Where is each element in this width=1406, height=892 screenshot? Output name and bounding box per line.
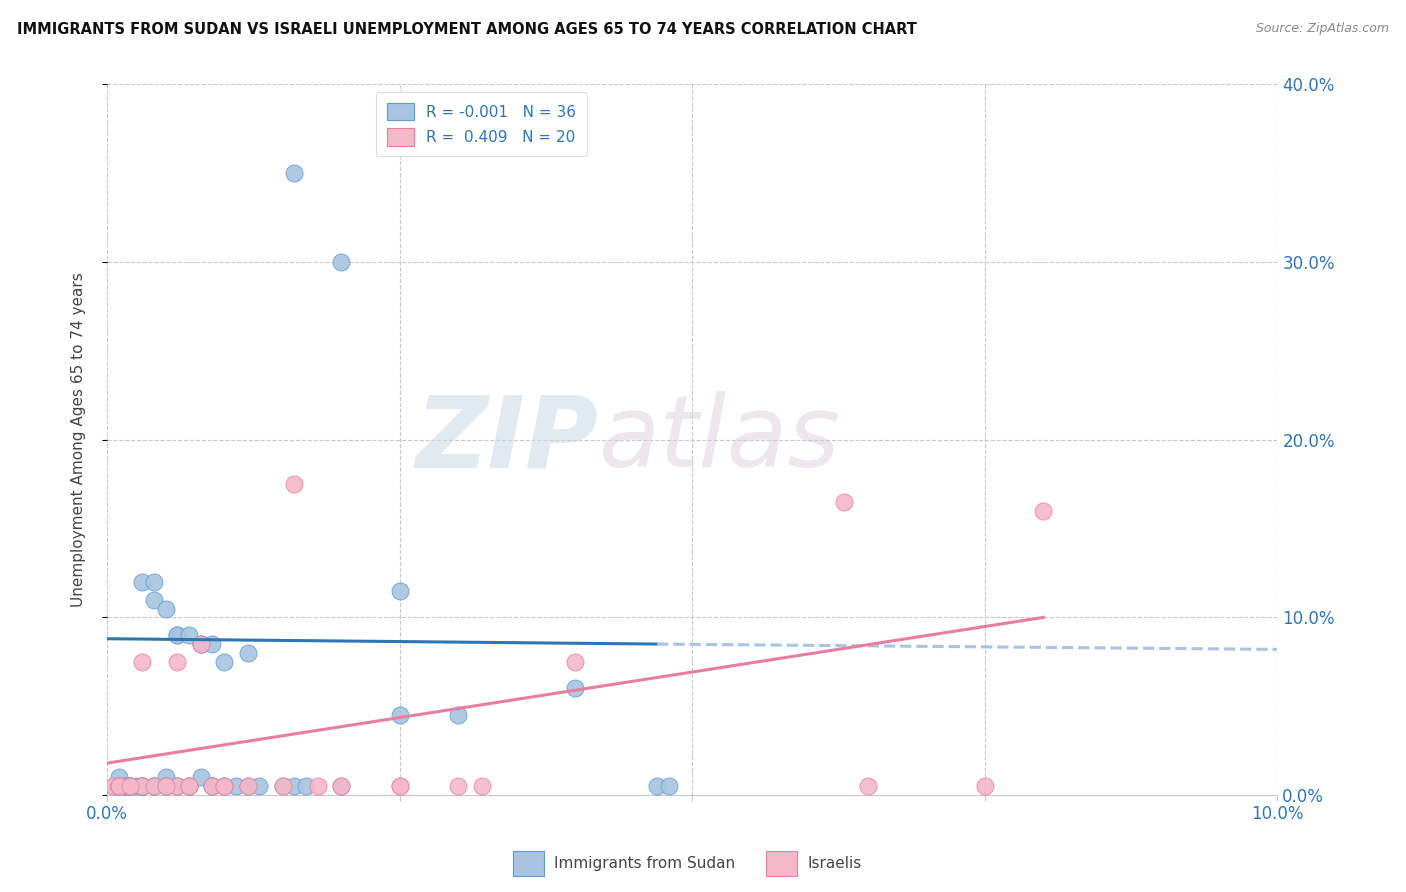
Point: [212, 779, 235, 793]
Point: [131, 779, 153, 793]
Point: [388, 708, 411, 723]
Point: [973, 779, 995, 793]
Point: [120, 779, 142, 793]
Point: [177, 779, 200, 793]
Point: [307, 779, 329, 793]
Point: [120, 779, 142, 793]
Text: Israelis: Israelis: [807, 856, 862, 871]
Point: [225, 779, 247, 793]
Point: [388, 583, 411, 598]
Point: [107, 779, 129, 793]
Text: atlas: atlas: [599, 392, 841, 488]
Point: [131, 779, 153, 793]
Point: [447, 779, 470, 793]
Point: [114, 779, 136, 793]
Point: [834, 495, 856, 509]
Point: [388, 779, 411, 793]
Point: [142, 574, 165, 589]
Point: [330, 779, 353, 793]
Point: [236, 779, 259, 793]
Point: [107, 779, 129, 793]
Point: [107, 779, 129, 793]
Point: [283, 779, 305, 793]
Point: [201, 779, 224, 793]
Point: [201, 779, 224, 793]
Point: [177, 779, 200, 793]
Point: [212, 655, 235, 669]
Point: [295, 779, 318, 793]
Point: [120, 779, 142, 793]
Point: [283, 166, 305, 180]
Point: [101, 779, 124, 793]
Point: [142, 779, 165, 793]
Point: [564, 655, 586, 669]
Point: [155, 770, 177, 784]
Text: ZIP: ZIP: [416, 392, 599, 488]
Point: [645, 779, 668, 793]
Point: [120, 779, 142, 793]
Point: [120, 779, 142, 793]
Point: [201, 779, 224, 793]
Point: [155, 779, 177, 793]
Point: [114, 779, 136, 793]
Point: [101, 779, 124, 793]
Point: [120, 779, 142, 793]
Text: Immigrants from Sudan: Immigrants from Sudan: [554, 856, 735, 871]
Point: [142, 592, 165, 607]
Point: [236, 779, 259, 793]
Point: [166, 779, 188, 793]
Point: [190, 770, 212, 784]
Point: [236, 646, 259, 660]
Point: [131, 779, 153, 793]
Legend: R = -0.001   N = 36, R =  0.409   N = 20: R = -0.001 N = 36, R = 0.409 N = 20: [375, 92, 588, 156]
Point: [166, 628, 188, 642]
Point: [190, 637, 212, 651]
Point: [155, 601, 177, 615]
Point: [166, 655, 188, 669]
Point: [155, 779, 177, 793]
Point: [201, 637, 224, 651]
Point: [1032, 504, 1054, 518]
Point: [107, 770, 129, 784]
Point: [447, 708, 470, 723]
Point: [107, 779, 129, 793]
Point: [190, 637, 212, 651]
Point: [177, 628, 200, 642]
Point: [283, 477, 305, 491]
Point: [166, 628, 188, 642]
Point: [271, 779, 294, 793]
Y-axis label: Unemployment Among Ages 65 to 74 years: Unemployment Among Ages 65 to 74 years: [72, 272, 86, 607]
Point: [142, 779, 165, 793]
Point: [155, 779, 177, 793]
Point: [142, 779, 165, 793]
Point: [131, 655, 153, 669]
Point: [177, 779, 200, 793]
Text: Source: ZipAtlas.com: Source: ZipAtlas.com: [1256, 22, 1389, 36]
Point: [330, 255, 353, 269]
Point: [131, 779, 153, 793]
Point: [212, 779, 235, 793]
Point: [125, 779, 148, 793]
Point: [564, 681, 586, 696]
Point: [166, 779, 188, 793]
Point: [658, 779, 681, 793]
Point: [330, 779, 353, 793]
Point: [190, 637, 212, 651]
Point: [107, 779, 129, 793]
Point: [471, 779, 494, 793]
Point: [856, 779, 879, 793]
Point: [212, 779, 235, 793]
Point: [155, 779, 177, 793]
Point: [271, 779, 294, 793]
Point: [131, 574, 153, 589]
Point: [177, 779, 200, 793]
Point: [166, 779, 188, 793]
Point: [247, 779, 270, 793]
Point: [142, 779, 165, 793]
Point: [388, 779, 411, 793]
Point: [131, 779, 153, 793]
Text: IMMIGRANTS FROM SUDAN VS ISRAELI UNEMPLOYMENT AMONG AGES 65 TO 74 YEARS CORRELAT: IMMIGRANTS FROM SUDAN VS ISRAELI UNEMPLO…: [17, 22, 917, 37]
